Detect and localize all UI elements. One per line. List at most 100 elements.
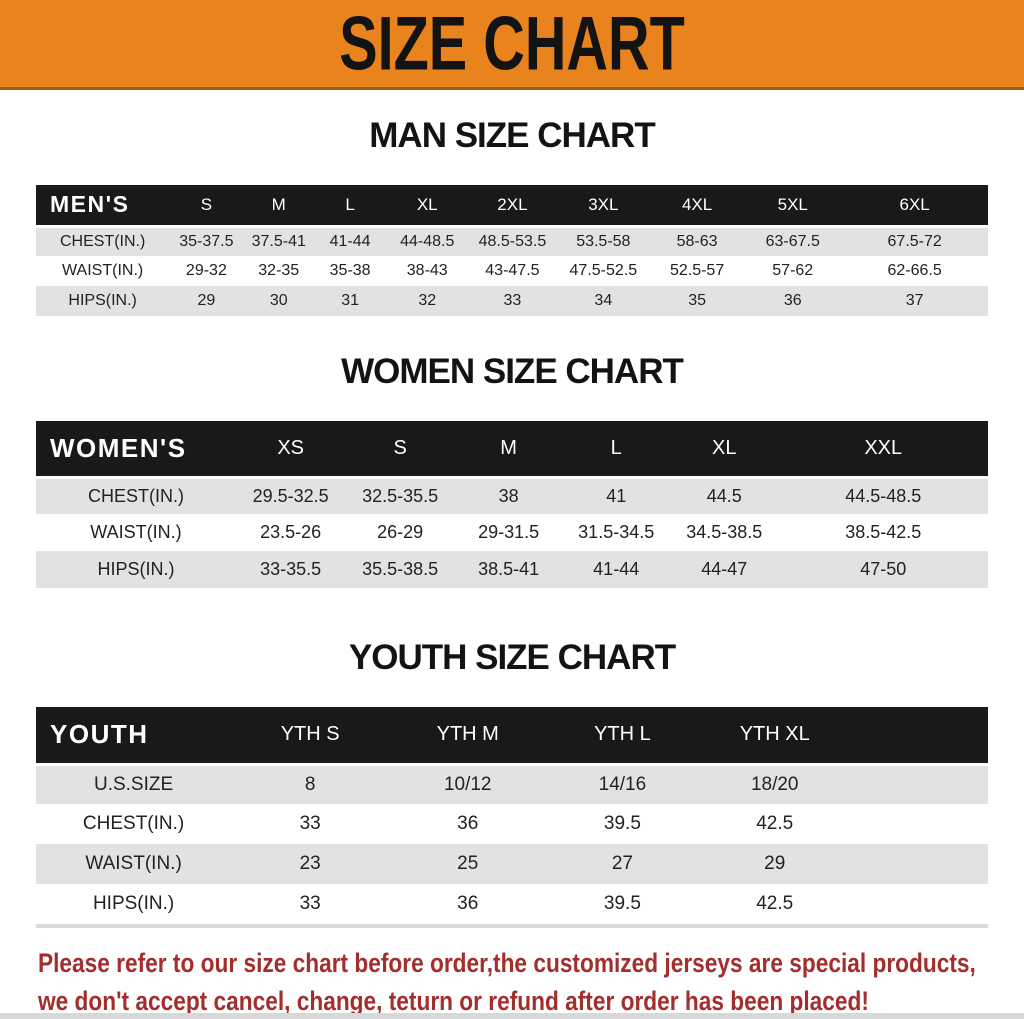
- column-header: S: [169, 185, 244, 228]
- table-cell: 31.5-34.5: [578, 522, 655, 543]
- table-row: WAIST(IN.) 23 25 27 29: [36, 844, 988, 885]
- row-label: WAIST(IN.): [90, 522, 182, 543]
- table-row: CHEST(IN.) 33 36 39.5 42.5: [36, 804, 988, 845]
- table-cell: [851, 764, 988, 804]
- table-cell: 8: [304, 773, 316, 795]
- column-header: L: [562, 421, 670, 479]
- banner: SIZE CHART: [0, 0, 1024, 90]
- table-cell: 57-62: [772, 262, 814, 280]
- table-cell: 14/16: [598, 773, 647, 795]
- table-cell: 42.5: [756, 813, 794, 835]
- youth-table-bottom-rule: [36, 924, 988, 929]
- row-label: HIPS(IN.): [97, 559, 175, 580]
- column-header: YTH XL: [698, 707, 851, 766]
- table-cell: 31: [341, 292, 360, 310]
- table-cell: 38.5-42.5: [845, 522, 922, 543]
- row-label: HIPS(IN.): [68, 292, 137, 310]
- table-cell: 44-47: [701, 559, 748, 580]
- womens-size-table: WOMEN'S XS S M L XL XXL CHEST(IN.) 29.5-32.5 32.5…: [36, 421, 988, 589]
- table-cell: 62-66.5: [887, 262, 942, 280]
- table-cell: 38.5-41: [478, 559, 540, 580]
- table-cell: 35.5-38.5: [362, 559, 439, 580]
- header-row: MEN'S S M L XL 2XL 3XL 4XL 5XL 6XL: [36, 185, 988, 228]
- table-cell: 32: [418, 292, 437, 310]
- row-label: CHEST(IN.): [82, 813, 185, 835]
- table-row: CHEST(IN.) 35-37.5 37.5-41 41-44 44-48.5 48.5…: [36, 226, 988, 257]
- table-cell: 44-48.5: [400, 232, 455, 250]
- disclaimer-line-1: Please refer to our size chart before or…: [38, 948, 976, 979]
- table-cell: 25: [457, 853, 479, 875]
- table-cell: 47-50: [860, 559, 907, 580]
- table-cell: 41: [606, 485, 627, 506]
- womens-section: WOMEN SIZE CHART WOMEN'S XS S M L XL XXL CHEST(…: [0, 352, 1024, 589]
- table-cell: 34: [594, 292, 613, 310]
- table-cell: 32-35: [258, 262, 300, 280]
- column-header: L: [313, 185, 387, 228]
- table-row: WAIST(IN.) 23.5-26 26-29 29-31.5 31.5-34.5 34…: [36, 514, 988, 552]
- table-cell: 18/20: [750, 773, 799, 795]
- table-cell: 35: [688, 292, 706, 310]
- column-header: 5XL: [744, 185, 842, 228]
- table-cell: 37.5-41: [251, 232, 306, 250]
- column-header: XS: [235, 421, 346, 479]
- column-header: M: [454, 421, 563, 479]
- column-header: YTH L: [546, 707, 699, 766]
- table-cell: 27: [611, 853, 633, 875]
- table-cell: 67.5-72: [887, 232, 942, 250]
- table-cell: 41-44: [593, 559, 640, 580]
- column-header: S: [345, 421, 455, 479]
- column-header: XL: [669, 421, 779, 479]
- mens-size-table: MEN'S S M L XL 2XL 3XL 4XL 5XL 6XL CHEST(IN.) 35-37…: [36, 185, 988, 317]
- table-cell: [851, 804, 988, 844]
- table-cell: 33-35.5: [260, 559, 322, 580]
- table-cell: 37: [905, 292, 924, 310]
- column-header: XXL: [778, 421, 988, 479]
- womens-section-title: WOMEN SIZE CHART: [341, 352, 684, 392]
- mens-section: MAN SIZE CHART MEN'S S M L XL 2XL 3XL 4XL 5XL 6XL…: [0, 116, 1024, 317]
- table-cell: 44.5: [706, 485, 742, 506]
- column-header: YTH S: [231, 707, 390, 766]
- header-row: WOMEN'S XS S M L XL XXL: [36, 421, 988, 479]
- column-header: 3XL: [556, 185, 650, 228]
- table-cell: 43-47.5: [485, 262, 540, 280]
- mens-section-title: MAN SIZE CHART: [369, 116, 655, 155]
- table-cell: 48.5-53.5: [478, 232, 547, 250]
- column-header: M: [243, 185, 314, 228]
- table-cell: 33: [503, 292, 522, 310]
- row-label: U.S.SIZE: [93, 773, 174, 795]
- table-title-cell: MEN'S: [36, 185, 170, 228]
- table-cell: 44.5-48.5: [845, 485, 922, 506]
- table-cell: 32.5-35.5: [362, 485, 439, 506]
- table-cell: 63-67.5: [765, 232, 820, 250]
- table-cell: 33: [299, 813, 321, 835]
- table-cell: 30: [269, 292, 288, 310]
- table-cell: 29.5-32.5: [252, 485, 329, 506]
- table-cell: 29-31.5: [478, 522, 540, 543]
- table-cell: 47.5-52.5: [569, 262, 638, 280]
- table-row: WAIST(IN.) 29-32 32-35 35-38 38-43 43-47.5 47.…: [36, 256, 988, 287]
- table-title-cell: YOUTH: [36, 707, 232, 766]
- table-cell: 35-38: [329, 262, 371, 280]
- column-header: YTH M: [389, 707, 547, 766]
- table-cell: 29-32: [185, 262, 227, 280]
- table-cell: 36: [457, 893, 479, 915]
- table-cell: 34.5-38.5: [686, 522, 763, 543]
- table-cell: 23.5-26: [260, 522, 322, 543]
- table-row: HIPS(IN.) 33 36 39.5 42.5: [36, 884, 988, 925]
- table-cell: 41-44: [329, 232, 371, 250]
- table-cell: 23: [299, 853, 321, 875]
- youth-size-table: YOUTH YTH S YTH M YTH L YTH XL U.S.SIZE 8 10/12…: [36, 707, 988, 925]
- row-label: WAIST(IN.): [85, 853, 182, 875]
- row-label: HIPS(IN.): [92, 893, 175, 915]
- youth-section-title: YOUTH SIZE CHART: [348, 638, 676, 678]
- row-label: WAIST(IN.): [62, 262, 144, 280]
- header-row: YOUTH YTH S YTH M YTH L YTH XL: [36, 707, 988, 766]
- table-cell: 26-29: [377, 522, 424, 543]
- page-bottom-rule: [0, 1013, 1024, 1019]
- row-label: CHEST(IN.): [87, 485, 184, 506]
- youth-section: YOUTH SIZE CHART YOUTH YTH S YTH M YTH L YTH…: [0, 638, 1024, 929]
- table-row: CHEST(IN.) 29.5-32.5 32.5-35.5 38 41 44.5 44.5…: [36, 477, 988, 515]
- table-cell: 29: [197, 292, 216, 310]
- column-header: [850, 707, 988, 766]
